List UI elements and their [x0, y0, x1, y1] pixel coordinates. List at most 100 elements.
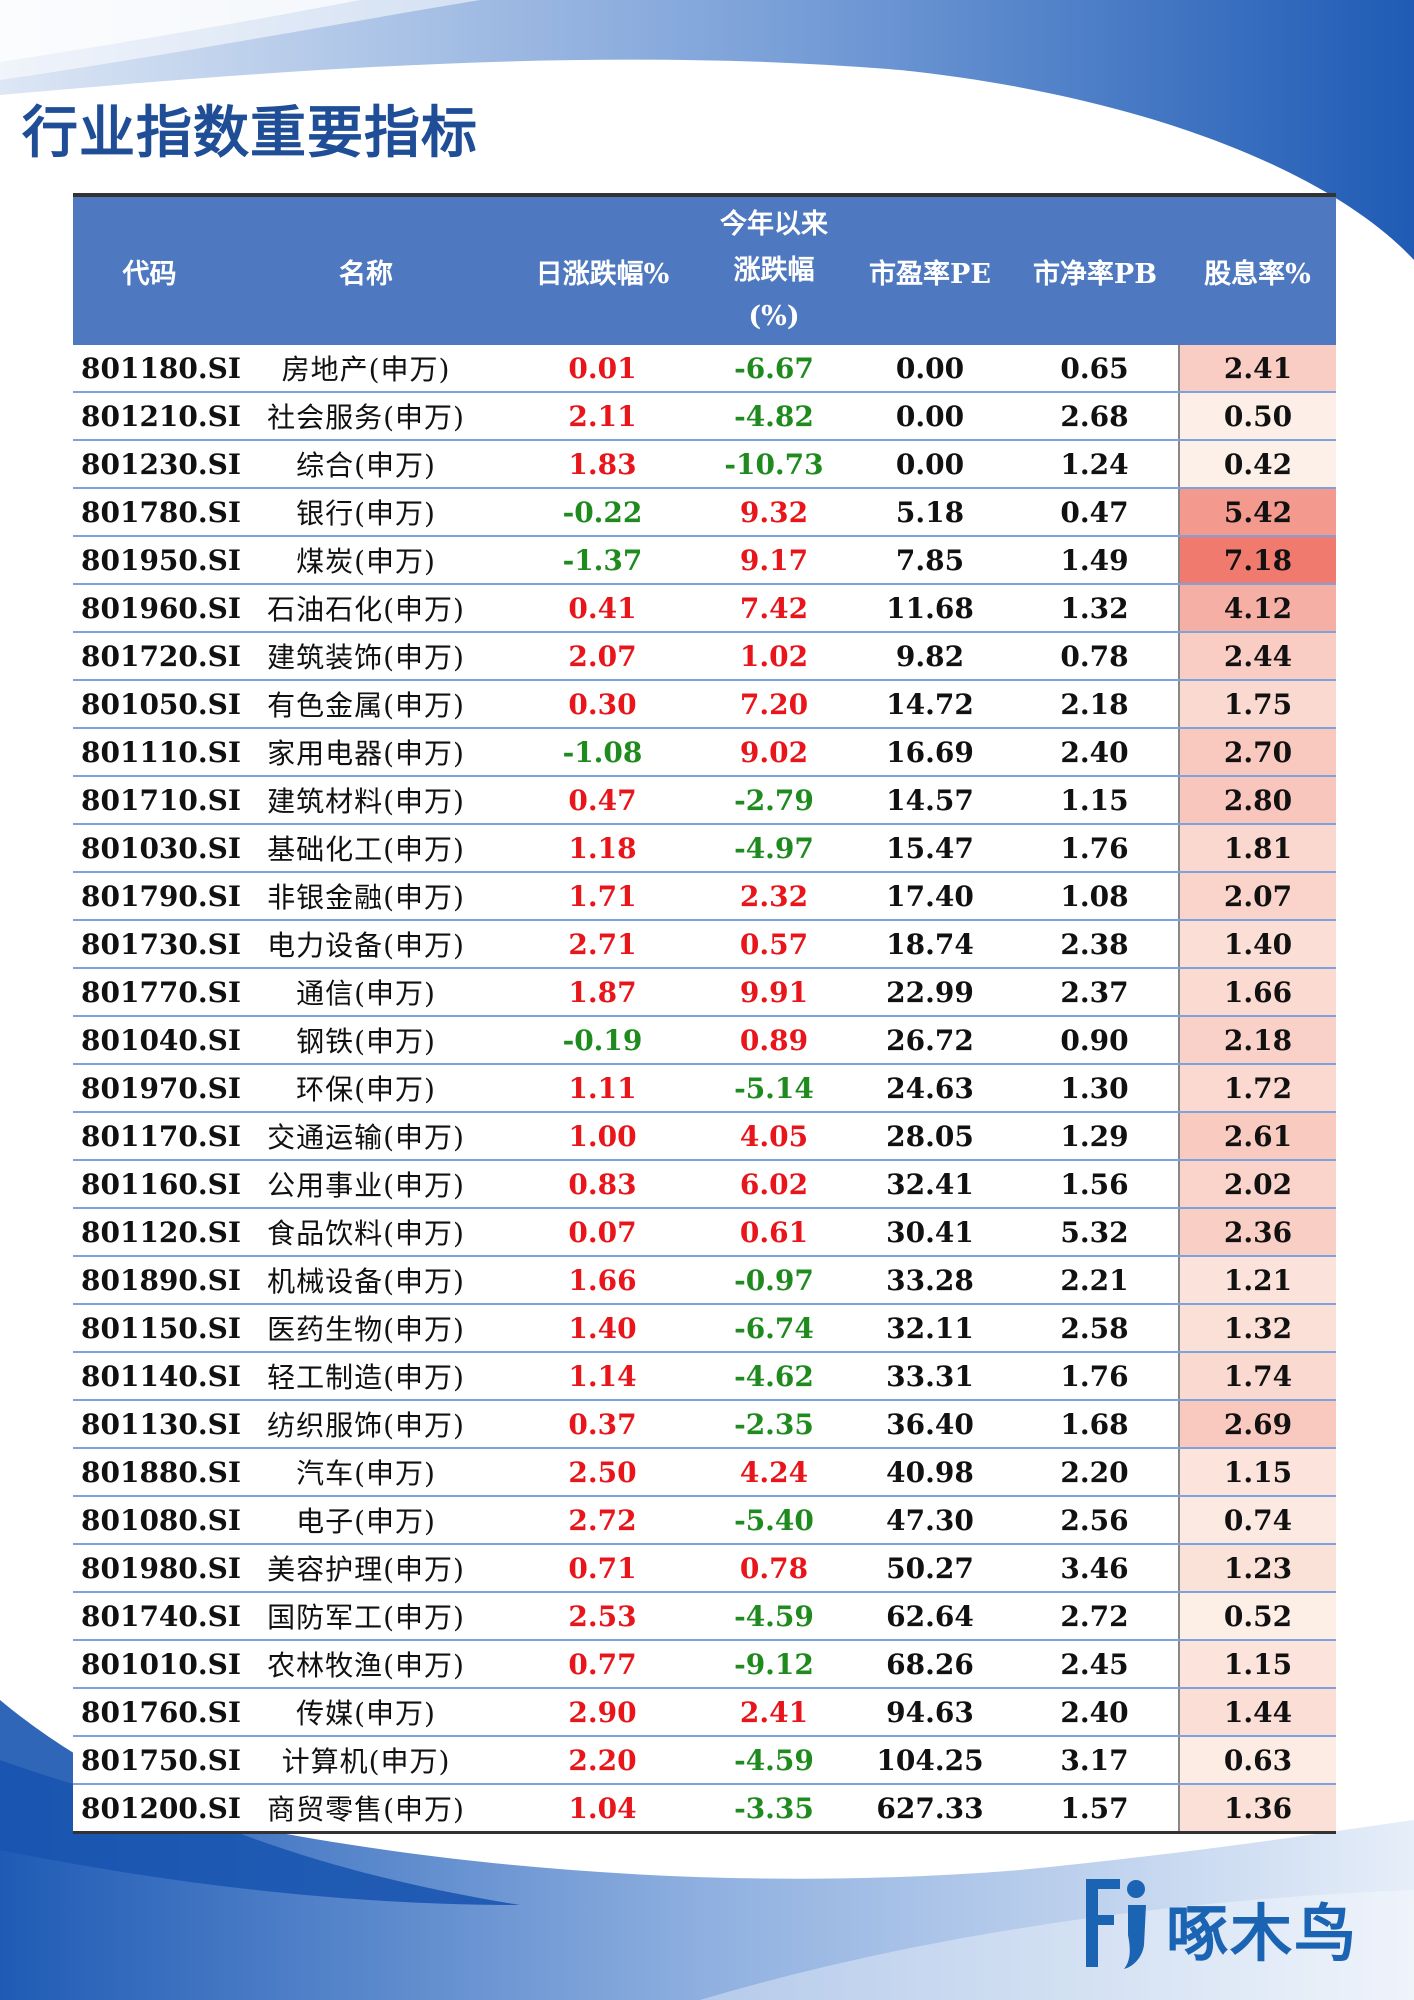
cell-pe: 14.57: [849, 776, 1011, 825]
cell-code: 801960.SI: [73, 584, 241, 633]
cell-ytd-change: -4.59: [699, 1736, 849, 1785]
cell-ytd-change: 9.91: [699, 968, 849, 1017]
cell-pb: 2.72: [1011, 1592, 1179, 1641]
cell-ytd-change: -6.67: [699, 345, 849, 393]
header-daily-change: 日涨跌幅%: [506, 193, 699, 345]
table-row: 801230.SI 综合(申万) 1.83 -10.73 0.00 1.24 0.42: [73, 440, 1336, 489]
cell-name: 公用事业(申万): [226, 1160, 506, 1209]
cell-pe: 62.64: [849, 1592, 1011, 1641]
cell-daily-change: 2.07: [506, 632, 699, 681]
cell-dividend-yield: 2.44: [1178, 632, 1336, 681]
cell-name: 社会服务(申万): [226, 392, 506, 441]
cell-code: 801050.SI: [73, 680, 241, 729]
header-ytd-line3: (%): [748, 301, 800, 332]
cell-ytd-change: 1.02: [699, 632, 849, 681]
table-row: 801890.SI 机械设备(申万) 1.66 -0.97 33.28 2.21 1.21: [73, 1256, 1336, 1305]
cell-code: 801140.SI: [73, 1352, 241, 1401]
cell-pb: 0.47: [1011, 488, 1179, 537]
cell-dividend-yield: 2.41: [1178, 345, 1336, 393]
cell-daily-change: 1.18: [506, 824, 699, 873]
header-name: 名称: [226, 193, 506, 345]
cell-pb: 1.30: [1011, 1064, 1179, 1113]
logo-text: 啄木鸟: [1166, 1897, 1359, 1970]
cell-pe: 627.33: [849, 1784, 1011, 1834]
cell-code: 801160.SI: [73, 1160, 241, 1209]
cell-pe: 0.00: [849, 345, 1011, 393]
cell-pb: 2.38: [1011, 920, 1179, 969]
header-ytd-change: 今年以来 涨跌幅 (%): [699, 193, 849, 345]
cell-code: 801950.SI: [73, 536, 241, 585]
table-row: 801200.SI 商贸零售(申万) 1.04 -3.35 627.33 1.57 1.36: [73, 1784, 1336, 1834]
cell-daily-change: 1.04: [506, 1784, 699, 1834]
cell-pe: 33.31: [849, 1352, 1011, 1401]
cell-daily-change: 0.07: [506, 1208, 699, 1257]
table-row: 801160.SI 公用事业(申万) 0.83 6.02 32.41 1.56 2.02: [73, 1160, 1336, 1209]
cell-ytd-change: -4.62: [699, 1352, 849, 1401]
cell-code: 801740.SI: [73, 1592, 241, 1641]
cell-daily-change: 0.83: [506, 1160, 699, 1209]
table-row: 801010.SI 农林牧渔(申万) 0.77 -9.12 68.26 2.45 1.15: [73, 1640, 1336, 1689]
header-pb: 市净率PB: [1011, 193, 1179, 345]
cell-pb: 2.18: [1011, 680, 1179, 729]
header-dividend-yield: 股息率%: [1179, 193, 1336, 345]
cell-code: 801230.SI: [73, 440, 241, 489]
cell-daily-change: 2.72: [506, 1496, 699, 1545]
cell-dividend-yield: 2.18: [1178, 1016, 1336, 1065]
cell-pe: 14.72: [849, 680, 1011, 729]
cell-pe: 26.72: [849, 1016, 1011, 1065]
table-row: 801150.SI 医药生物(申万) 1.40 -6.74 32.11 2.58 1.32: [73, 1304, 1336, 1353]
cell-pb: 1.49: [1011, 536, 1179, 585]
cell-daily-change: 1.71: [506, 872, 699, 921]
cell-dividend-yield: 1.40: [1178, 920, 1336, 969]
brand-logo: 啄木鸟: [1080, 1875, 1380, 1971]
cell-daily-change: 0.41: [506, 584, 699, 633]
cell-pe: 94.63: [849, 1688, 1011, 1737]
cell-dividend-yield: 1.72: [1178, 1064, 1336, 1113]
table-row: 801120.SI 食品饮料(申万) 0.07 0.61 30.41 5.32 2.36: [73, 1208, 1336, 1257]
cell-pb: 1.24: [1011, 440, 1179, 489]
cell-ytd-change: 9.02: [699, 728, 849, 777]
cell-name: 电子(申万): [226, 1496, 506, 1545]
cell-code: 801970.SI: [73, 1064, 241, 1113]
table-row: 801980.SI 美容护理(申万) 0.71 0.78 50.27 3.46 1.23: [73, 1544, 1336, 1593]
cell-code: 801130.SI: [73, 1400, 241, 1449]
cell-code: 801720.SI: [73, 632, 241, 681]
woodpecker-logo-icon: [1086, 1879, 1146, 1969]
table-row: 801970.SI 环保(申万) 1.11 -5.14 24.63 1.30 1.72: [73, 1064, 1336, 1113]
table-header-row: 代码 名称 日涨跌幅% 今年以来 涨跌幅 (%) 市盈率PE 市净率PB 股息率…: [73, 193, 1336, 345]
cell-pb: 2.45: [1011, 1640, 1179, 1689]
cell-daily-change: 2.50: [506, 1448, 699, 1497]
cell-name: 房地产(申万): [226, 345, 506, 393]
cell-dividend-yield: 2.07: [1178, 872, 1336, 921]
cell-code: 801210.SI: [73, 392, 241, 441]
cell-pe: 32.41: [849, 1160, 1011, 1209]
cell-pe: 32.11: [849, 1304, 1011, 1353]
cell-ytd-change: 2.41: [699, 1688, 849, 1737]
cell-dividend-yield: 1.75: [1178, 680, 1336, 729]
cell-pe: 7.85: [849, 536, 1011, 585]
cell-pb: 0.90: [1011, 1016, 1179, 1065]
cell-pb: 2.40: [1011, 1688, 1179, 1737]
cell-daily-change: -1.08: [506, 728, 699, 777]
cell-pe: 9.82: [849, 632, 1011, 681]
cell-pe: 28.05: [849, 1112, 1011, 1161]
table-row: 801770.SI 通信(申万) 1.87 9.91 22.99 2.37 1.66: [73, 968, 1336, 1017]
cell-daily-change: 1.14: [506, 1352, 699, 1401]
cell-name: 非银金融(申万): [226, 872, 506, 921]
cell-daily-change: 2.90: [506, 1688, 699, 1737]
cell-dividend-yield: 0.63: [1178, 1736, 1336, 1785]
cell-daily-change: 2.11: [506, 392, 699, 441]
cell-name: 环保(申万): [226, 1064, 506, 1113]
table-row: 801740.SI 国防军工(申万) 2.53 -4.59 62.64 2.72 0.52: [73, 1592, 1336, 1641]
cell-daily-change: 0.77: [506, 1640, 699, 1689]
cell-ytd-change: -2.79: [699, 776, 849, 825]
cell-dividend-yield: 0.42: [1178, 440, 1336, 489]
table-row: 801170.SI 交通运输(申万) 1.00 4.05 28.05 1.29 2.61: [73, 1112, 1336, 1161]
cell-ytd-change: -3.35: [699, 1784, 849, 1834]
table-row: 801180.SI 房地产(申万) 0.01 -6.67 0.00 0.65 2.41: [73, 345, 1336, 393]
table-row: 801040.SI 钢铁(申万) -0.19 0.89 26.72 0.90 2.18: [73, 1016, 1336, 1065]
cell-code: 801150.SI: [73, 1304, 241, 1353]
cell-ytd-change: -5.14: [699, 1064, 849, 1113]
header-ytd-line2: 涨跌幅: [733, 255, 815, 286]
cell-daily-change: 0.30: [506, 680, 699, 729]
